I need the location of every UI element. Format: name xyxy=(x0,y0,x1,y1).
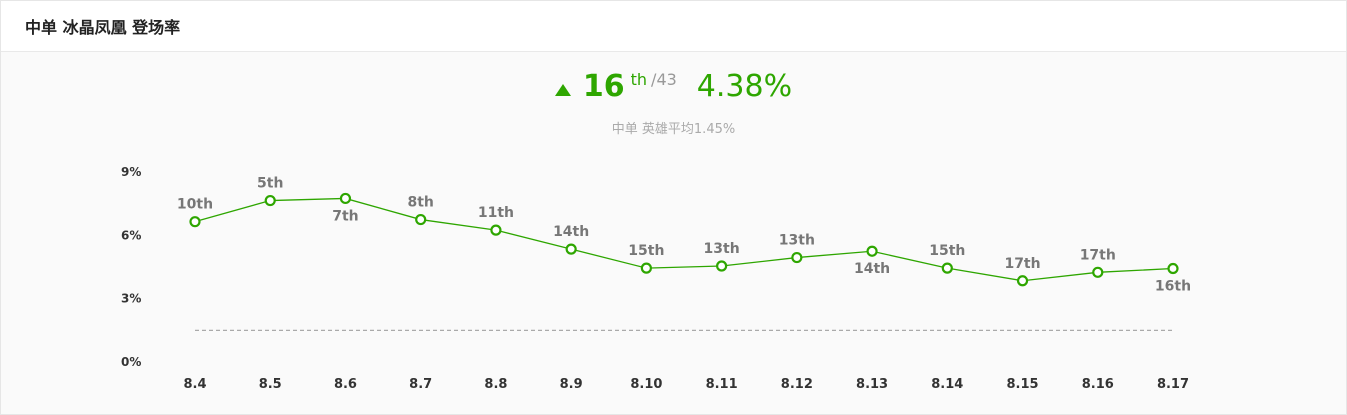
rank-label: 17th xyxy=(1004,256,1040,272)
y-tick-label: 6% xyxy=(121,228,141,242)
x-tick-label: 8.14 xyxy=(931,377,963,392)
data-point[interactable] xyxy=(264,194,276,207)
rank-label: 5th xyxy=(257,176,283,192)
y-tick-label: 0% xyxy=(121,355,141,369)
data-point[interactable] xyxy=(339,192,352,205)
y-axis: 0% 3% 6% 9% xyxy=(121,165,141,369)
data-point[interactable] xyxy=(716,260,728,272)
data-point[interactable] xyxy=(1092,266,1104,278)
rank-label: 17th xyxy=(1080,247,1116,263)
average-note: 中单 英雄平均1.45% xyxy=(611,122,736,137)
x-tick-label: 8.11 xyxy=(706,377,738,392)
x-tick-label: 8.9 xyxy=(560,377,583,392)
y-tick-label: 3% xyxy=(121,292,141,306)
rank-label: 11th xyxy=(478,205,514,221)
series-polyline xyxy=(194,197,1174,282)
data-point[interactable] xyxy=(490,224,502,236)
data-point[interactable] xyxy=(941,262,953,274)
x-tick-label: 8.6 xyxy=(334,377,357,392)
x-tick-label: 8.4 xyxy=(183,377,206,392)
x-axis: 8.4 8.5 8.6 8.7 8.8 8.9 8.10 8.11 8.12 8.13 8.14 8.… xyxy=(183,377,1189,392)
data-point[interactable] xyxy=(866,245,878,257)
x-tick-label: 8.15 xyxy=(1006,377,1038,392)
x-tick-label: 8.10 xyxy=(630,377,662,392)
x-tick-label: 8.12 xyxy=(781,377,813,392)
rank-label: 13th xyxy=(704,241,740,257)
x-tick-label: 8.7 xyxy=(409,377,432,392)
data-points xyxy=(189,192,1179,287)
pick-rate-value: 4.38% xyxy=(696,69,793,104)
data-point[interactable] xyxy=(415,213,427,226)
panel-title: 中单 冰晶凤凰 登场率 xyxy=(25,18,181,37)
data-point[interactable] xyxy=(640,262,652,274)
data-point[interactable] xyxy=(189,216,201,228)
rank-label: 14th xyxy=(553,224,589,240)
rank-label: 16th xyxy=(1155,279,1191,295)
rank-number: 16 xyxy=(582,69,625,104)
rank-label: 15th xyxy=(628,243,664,259)
data-point[interactable] xyxy=(1016,275,1029,287)
rank-suffix: th xyxy=(630,70,648,89)
series-line xyxy=(194,197,1174,282)
rank-labels: 10th 5th 7th 8th 11th 14th 15th 13th 13th 14th 15t… xyxy=(177,176,1191,295)
x-tick-label: 8.13 xyxy=(856,377,888,392)
rank-label: 14th xyxy=(854,261,890,277)
data-point[interactable] xyxy=(1167,262,1179,275)
panel-header: 中单 冰晶凤凰 登场率 xyxy=(1,1,1346,52)
rank-summary: 16 th /43 4.38% xyxy=(1,69,1346,105)
data-point[interactable] xyxy=(565,243,577,255)
x-tick-label: 8.17 xyxy=(1157,377,1189,392)
rank-label: 15th xyxy=(929,243,965,259)
y-tick-label: 9% xyxy=(121,165,141,179)
rank-label: 10th xyxy=(177,197,213,213)
x-tick-label: 8.16 xyxy=(1082,377,1114,392)
rank-label: 7th xyxy=(332,208,358,224)
rank-label: 13th xyxy=(779,233,815,249)
rank-total: /43 xyxy=(651,70,677,89)
triangle-up-icon xyxy=(554,84,571,96)
data-point[interactable] xyxy=(791,251,803,264)
x-tick-label: 8.8 xyxy=(484,377,507,392)
rank-label: 8th xyxy=(407,195,433,211)
x-tick-label: 8.5 xyxy=(259,377,282,392)
